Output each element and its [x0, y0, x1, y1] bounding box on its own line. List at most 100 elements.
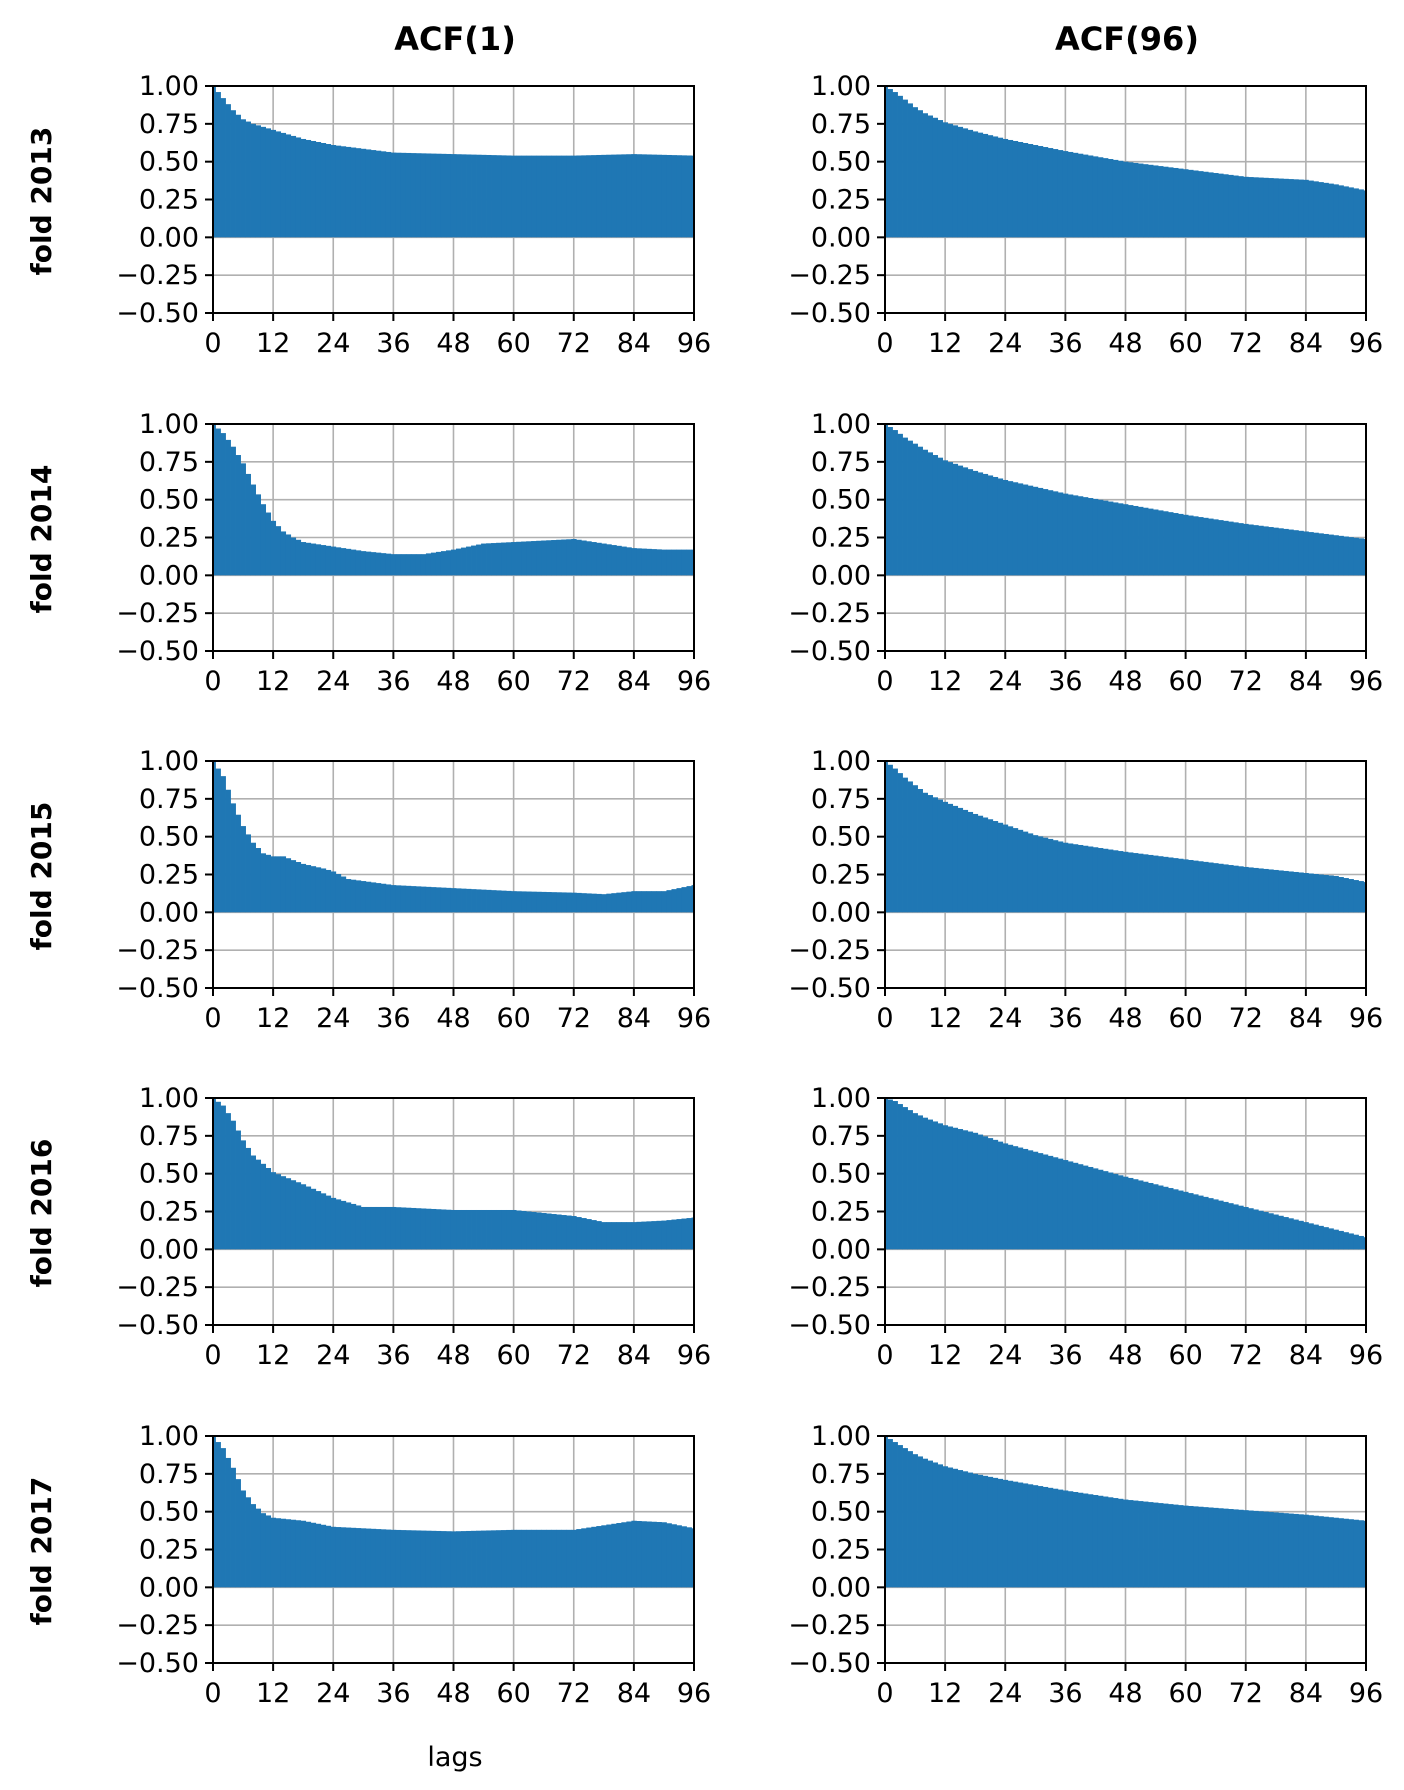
- acf-bar: [666, 549, 672, 576]
- acf-bar: [400, 554, 407, 576]
- x-tick-label: 24: [316, 666, 350, 697]
- x-tick-label: 36: [376, 1003, 410, 1034]
- y-tick-label: −0.50: [116, 298, 199, 329]
- y-tick-label: 0.50: [811, 1159, 871, 1190]
- acf-bar: [1333, 876, 1339, 913]
- acf-bar: [686, 155, 692, 238]
- acf-bar: [456, 888, 462, 913]
- acf-bar: [1253, 1209, 1259, 1250]
- acf-bar: [691, 549, 695, 576]
- acf-bar: [1178, 513, 1184, 576]
- acf-bar: [942, 122, 949, 238]
- acf-bar: [415, 153, 422, 238]
- acf-bar: [1168, 1504, 1174, 1588]
- acf-bar: [225, 789, 231, 913]
- acf-bar: [616, 154, 622, 238]
- acf-bar: [666, 1523, 672, 1588]
- y-tick-label: −0.50: [788, 973, 871, 1004]
- acf-bar: [885, 424, 888, 576]
- acf-bar: [621, 892, 627, 913]
- acf-bar: [410, 886, 417, 913]
- acf-bar: [1042, 489, 1049, 576]
- x-tick-label: 12: [256, 666, 290, 697]
- acf-bar: [1107, 1497, 1114, 1588]
- x-tick-label: 48: [1108, 666, 1142, 697]
- acf-bar: [305, 1186, 312, 1250]
- acf-bar: [1117, 1175, 1124, 1250]
- y-tick-label: 0.50: [811, 822, 871, 853]
- acf-bar: [225, 1457, 231, 1588]
- acf-bar: [360, 551, 367, 576]
- y-tick-label: 0.75: [139, 109, 199, 140]
- acf-bar: [1168, 512, 1174, 576]
- acf-bar: [1328, 534, 1334, 576]
- acf-bar: [1087, 846, 1094, 913]
- acf-bar: [1243, 523, 1249, 576]
- acf-bar: [982, 817, 989, 913]
- acf-bar: [1037, 836, 1044, 913]
- acf-bar: [1097, 499, 1104, 576]
- acf-bar: [621, 1222, 627, 1250]
- acf-bar: [1042, 147, 1049, 238]
- y-tick-label: −0.25: [788, 1610, 871, 1641]
- acf-bar: [1298, 872, 1304, 913]
- acf-bar: [1218, 1200, 1224, 1250]
- acf-bar: [1308, 532, 1314, 576]
- acf-bar: [1273, 869, 1279, 913]
- acf-bar: [606, 544, 612, 576]
- acf-bar: [1308, 873, 1314, 913]
- acf-bar: [907, 1451, 913, 1588]
- acf-bar: [405, 1207, 412, 1250]
- y-tick-label: 0.50: [811, 485, 871, 516]
- acf-bar: [1363, 539, 1367, 576]
- bars-fold-2013-acf-1: [213, 86, 695, 238]
- acf-bar: [611, 893, 617, 913]
- acf-bar: [1323, 1516, 1329, 1588]
- acf-bar: [591, 1220, 597, 1250]
- acf-bar: [521, 1210, 527, 1250]
- acf-bar: [250, 1155, 256, 1250]
- acf-bar: [586, 541, 592, 576]
- acf-bar: [315, 141, 322, 238]
- acf-bar: [887, 764, 893, 913]
- acf-bar: [606, 893, 612, 913]
- acf-bar: [1293, 179, 1299, 238]
- acf-bar: [335, 145, 342, 238]
- acf-bar: [631, 154, 637, 238]
- acf-bar: [1278, 528, 1284, 576]
- x-tick-label: 60: [1168, 1678, 1202, 1709]
- acf-bar: [1313, 532, 1319, 576]
- acf-bar: [260, 504, 267, 576]
- acf-bar: [992, 821, 999, 913]
- acf-bar: [626, 547, 632, 576]
- y-tick-label: 0.00: [139, 897, 199, 928]
- acf-bar: [1223, 1201, 1229, 1250]
- acf-bar: [415, 886, 422, 913]
- acf-bar: [611, 154, 617, 238]
- acf-bar: [255, 1508, 261, 1588]
- acf-bar: [616, 545, 622, 576]
- acf-bar: [420, 554, 427, 576]
- acf-bar: [1233, 1204, 1239, 1250]
- acf-bar: [315, 544, 322, 576]
- acf-bar: [922, 792, 928, 913]
- acf-bar: [987, 1476, 994, 1588]
- acf-bar: [1002, 1143, 1009, 1250]
- acf-bar: [1338, 877, 1344, 913]
- acf-bar: [521, 541, 527, 576]
- acf-bar: [1248, 1510, 1254, 1588]
- acf-bar: [310, 543, 317, 576]
- acf-bar: [506, 542, 512, 576]
- acf-bar: [686, 886, 692, 913]
- acf-bar: [957, 126, 964, 238]
- acf-bar: [345, 879, 352, 913]
- acf-bar: [506, 890, 512, 913]
- y-tick-label: −0.50: [116, 1648, 199, 1679]
- y-tick-label: 0.50: [811, 1497, 871, 1528]
- acf-bar: [486, 1209, 492, 1250]
- acf-bar: [496, 1209, 502, 1250]
- acf-bar: [601, 1525, 607, 1588]
- acf-bar: [1128, 1500, 1134, 1588]
- acf-bar: [1158, 510, 1164, 576]
- acf-bar: [992, 136, 999, 238]
